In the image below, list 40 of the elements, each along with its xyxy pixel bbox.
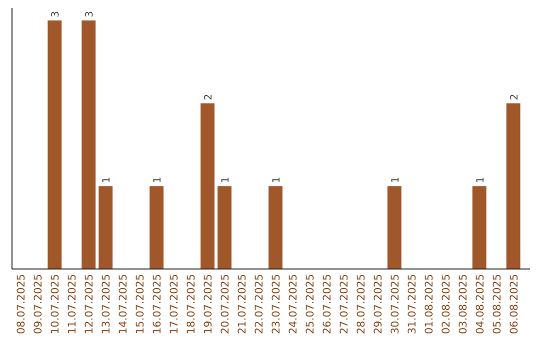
x-tick-label: 27.07.2025 [338,274,350,334]
x-tick-label: 22.07.2025 [254,274,266,334]
x-tick-label: 10.07.2025 [50,274,62,334]
x-tick-label: 31.07.2025 [406,274,418,334]
x-tick-label: 13.07.2025 [100,274,113,334]
x-tick-label: 29.07.2025 [372,274,384,334]
data-label: 1 [220,176,232,184]
x-tick-label: 19.07.2025 [202,274,215,334]
x-tick-label: 01.08.2025 [423,274,436,334]
x-tick-label: 15.07.2025 [134,274,147,334]
data-label: 1 [475,176,486,184]
x-tick-label: 16.07.2025 [152,274,164,334]
x-tick-label: 14.07.2025 [118,274,130,334]
x-tick-label: 24.07.2025 [287,274,300,334]
x-tick-label: 03.08.2025 [457,274,470,334]
data-label: 3 [84,11,96,18]
data-label: 1 [152,176,164,184]
x-tick-label: 30.07.2025 [389,274,402,334]
x-tick-label: 05.08.2025 [491,274,504,334]
data-label: 2 [509,94,520,100]
data-label: 2 [204,94,215,100]
x-tick-label: 23.07.2025 [270,274,282,334]
x-tick-label: 28.07.2025 [355,274,368,334]
x-tick-label: 02.08.2025 [440,274,452,334]
x-tick-label: 06.08.2025 [508,274,520,334]
x-tick-label: 04.08.2025 [474,274,486,334]
data-label: 3 [50,11,62,18]
x-tick-label: 12.07.2025 [84,274,96,334]
x-tick-label: 17.07.2025 [168,274,181,334]
x-tick-label: 09.07.2025 [32,274,45,334]
x-tick-label: 18.07.2025 [186,274,198,334]
x-tick-label: 08.07.2025 [16,274,28,334]
x-tick-label: 25.07.2025 [304,274,316,334]
data-label: 1 [390,176,402,184]
x-tick-label: 11.07.2025 [66,274,79,334]
data-label: 1 [102,176,113,184]
x-tick-label: 21.07.2025 [236,274,249,334]
x-tick-label: 26.07.2025 [321,274,334,334]
data-label: 1 [271,176,282,184]
x-tick-label: 20.07.2025 [220,274,232,334]
